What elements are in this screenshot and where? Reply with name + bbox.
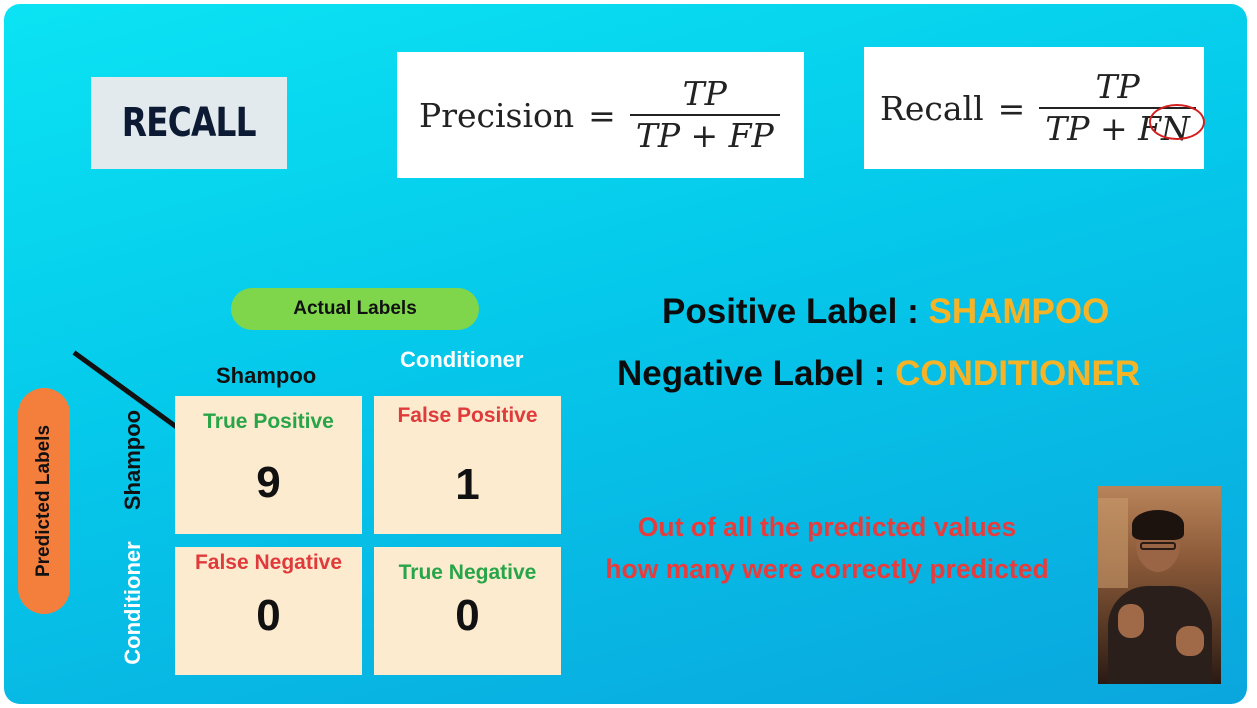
glasses-icon (1140, 542, 1176, 550)
true-negative-label: True Negative (398, 561, 537, 584)
cell-true-positive: True Positive 9 (175, 396, 362, 534)
positive-label-key: Positive Label : (662, 292, 919, 331)
true-negative-value: 0 (455, 591, 480, 640)
background-shelf (1098, 498, 1128, 588)
column-label-conditioner: Conditioner (400, 347, 524, 372)
precision-lhs: Precision (419, 95, 575, 135)
negative-label-line: Negative Label : CONDITIONER (617, 354, 1140, 394)
recall-formula: Recall = TP TP + FN (864, 47, 1206, 169)
fn-highlight-circle (1149, 104, 1206, 140)
false-negative-value: 0 (256, 591, 281, 640)
recall-fraction: TP TP + FN (1039, 67, 1206, 149)
recall-lhs: Recall (880, 88, 984, 128)
actual-labels-pill: Actual Labels (231, 288, 479, 330)
precision-formula: Precision = TP TP + FP (397, 52, 804, 178)
caption-line-2: how many were correctly predicted (605, 554, 1049, 584)
false-positive-value: 1 (455, 460, 480, 509)
predicted-labels-pill: Predicted Labels (18, 388, 70, 614)
false-negative-label: False Negative (194, 551, 343, 574)
presenter-webcam (1098, 486, 1221, 684)
presenter-hair (1132, 510, 1184, 540)
precision-denominator: TP + FP (635, 116, 774, 155)
negative-label-key: Negative Label : (617, 354, 886, 393)
row-label-shampoo: Shampoo (120, 409, 145, 511)
title-box: RECALL (91, 77, 287, 169)
caption-line-1: Out of all the predicted values (637, 512, 1017, 542)
cell-true-negative: True Negative 0 (374, 547, 561, 675)
hand-gesture (1176, 626, 1204, 656)
column-label-shampoo: Shampoo (216, 363, 317, 388)
row-label-conditioner: Conditioner (120, 541, 145, 665)
recall-equals: = (997, 88, 1026, 128)
recall-denominator-tp: TP + (1045, 109, 1128, 148)
recall-denominator: TP + FN (1039, 104, 1206, 149)
false-positive-label: False Positive (397, 404, 538, 427)
caption: Out of all the predicted values how many… (562, 506, 1092, 590)
precision-equals: = (588, 95, 616, 135)
fraction-bar (1039, 107, 1196, 109)
predicted-labels-text: Predicted Labels (33, 424, 54, 578)
positive-label-line: Positive Label : SHAMPOO (662, 292, 1109, 332)
positive-label-value: SHAMPOO (928, 292, 1110, 331)
true-positive-label: True Positive (203, 410, 334, 433)
slide: RECALL Precision = TP TP + FP Recall = T… (4, 4, 1247, 704)
actual-labels-text: Actual Labels (293, 298, 417, 319)
recall-numerator: TP (1095, 67, 1140, 106)
precision-fraction: TP TP + FP (629, 74, 780, 156)
cell-false-negative: False Negative 0 (175, 547, 362, 675)
fraction-bar (629, 114, 780, 116)
precision-numerator: TP (682, 74, 727, 113)
page-title: RECALL (121, 100, 257, 146)
negative-label-value: CONDITIONER (895, 354, 1141, 393)
cell-false-positive: False Positive 1 (374, 396, 561, 534)
true-positive-value: 9 (256, 458, 281, 507)
hand-thumbs-up (1118, 604, 1144, 638)
